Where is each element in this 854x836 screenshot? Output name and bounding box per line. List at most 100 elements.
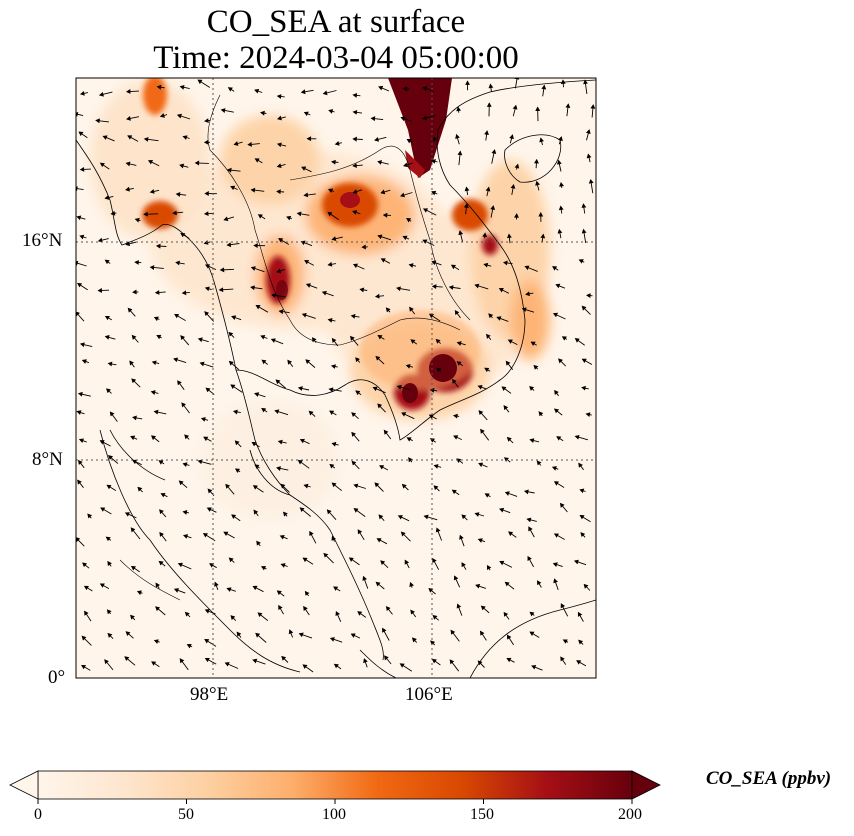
wind-arrow-head (276, 94, 282, 99)
wind-arrow-head (488, 313, 494, 319)
wind-arrow-head (580, 532, 586, 538)
wind-arrow-head (385, 307, 391, 313)
wind-arrow-head (219, 267, 225, 273)
wind-arrow-head (97, 237, 103, 243)
wind-arrow-head (250, 266, 256, 271)
wind-arrow-head (539, 137, 544, 143)
wind-arrow-head (81, 359, 87, 364)
wind-arrow-head (134, 260, 139, 265)
wind-arrow-head (278, 604, 283, 610)
wind-arrow-head (402, 235, 408, 241)
wind-arrow-head (279, 534, 285, 540)
wind-arrow-head (335, 610, 340, 617)
wind-arrow-head (374, 136, 380, 142)
lat-tick-label: 16°N (22, 230, 63, 251)
wind-arrow-head (104, 195, 110, 200)
wind-arrow-head (276, 189, 281, 195)
wind-arrow-head (465, 80, 470, 85)
wind-arrow-head (180, 335, 186, 341)
wind-arrow-head (255, 305, 261, 310)
wind-arrow-head (327, 317, 333, 323)
wind-arrow-head (109, 411, 115, 417)
wind-arrow-head (430, 159, 436, 164)
wind-arrow-head (558, 205, 564, 211)
wind-arrow-head (220, 108, 226, 113)
wind-arrow-head (104, 334, 110, 340)
wind-arrow-head (448, 285, 454, 290)
wind-arrow-head (401, 412, 407, 417)
wind-arrow-head (581, 305, 587, 311)
wind-arrow-head (182, 135, 188, 140)
wind-arrow-head (453, 575, 459, 581)
wind-arrow-head (173, 588, 179, 593)
wind-arrow-head (278, 309, 284, 315)
wind-arrow-head (303, 192, 309, 198)
wind-arrow-head (176, 113, 182, 119)
wind-arrow-head (400, 192, 405, 198)
wind-arrow-head (77, 282, 83, 288)
wind-arrow-head (433, 485, 439, 491)
wind-arrow-head (376, 538, 382, 543)
wind-arrow-head (177, 380, 182, 386)
wind-arrow-head (574, 435, 580, 440)
wind-arrow-head (181, 402, 186, 408)
wind-arrow-head (304, 260, 310, 265)
wind-arrow-head (331, 337, 337, 343)
wind-arrow-head (333, 586, 339, 591)
wind-arrow-head (107, 560, 112, 567)
wind-arrow-head (204, 264, 211, 269)
wind-arrow-head (276, 466, 281, 471)
wind-arrow-head (301, 166, 307, 171)
wind-arrow-head (503, 260, 508, 266)
wind-arrow-head (251, 442, 257, 447)
wind-arrow-head (156, 334, 162, 340)
wind-arrow-head (84, 610, 89, 616)
lat-tick-label: 8°N (32, 449, 63, 470)
wind-arrow-head (235, 468, 240, 473)
wind-arrow-head (552, 266, 558, 271)
wind-arrow-head (204, 311, 210, 317)
wind-arrow-head (256, 540, 261, 546)
wind-arrow-head (159, 531, 164, 537)
wind-arrow-head (204, 118, 209, 123)
wind-arrow-head (456, 603, 462, 609)
wind-arrow-head (428, 414, 434, 419)
wind-arrow-head (306, 136, 312, 142)
wind-arrow-head (529, 386, 535, 391)
wind-arrow-head (327, 211, 333, 217)
wind-arrow-head (352, 110, 358, 115)
wind-arrow-head (380, 189, 386, 195)
wind-arrow-head (303, 483, 309, 489)
wind-arrow-head (302, 557, 308, 563)
wind-arrow-head (401, 483, 407, 489)
wind-arrow-head (456, 341, 462, 346)
wind-arrow-head (474, 512, 480, 517)
wind-arrow-head (309, 530, 314, 536)
wind-arrow-head (505, 360, 511, 366)
wind-arrow-head (556, 436, 562, 441)
wind-arrow-head (551, 466, 557, 471)
wind-arrow-head (277, 439, 283, 445)
wind-arrow-head (104, 315, 110, 321)
wind-arrow-head (230, 185, 236, 191)
wind-arrow-head (225, 483, 231, 489)
wind-arrow-head (159, 113, 165, 118)
wind-arrow-head (488, 83, 494, 89)
wind-arrow-head (255, 632, 261, 638)
wind-arrow-head (458, 230, 464, 236)
map-title-line-1: CO_SEA at surface (206, 4, 466, 40)
wind-arrow-head (179, 658, 185, 664)
wind-arrow-head (125, 88, 131, 94)
wind-arrow-head (484, 493, 490, 498)
wind-arrow-head (499, 507, 505, 513)
wind-arrow-head (523, 489, 529, 495)
wind-arrow-head (280, 563, 286, 568)
wind-arrow-head (450, 629, 456, 635)
wind-arrow-head (205, 387, 211, 393)
wind-arrow-head (179, 84, 185, 90)
wind-arrow-head (581, 203, 587, 208)
wind-arrow-head (78, 131, 84, 137)
wind-arrow-head (329, 463, 335, 469)
wind-arrow-head (296, 211, 302, 217)
wind-arrow-head (300, 89, 306, 95)
